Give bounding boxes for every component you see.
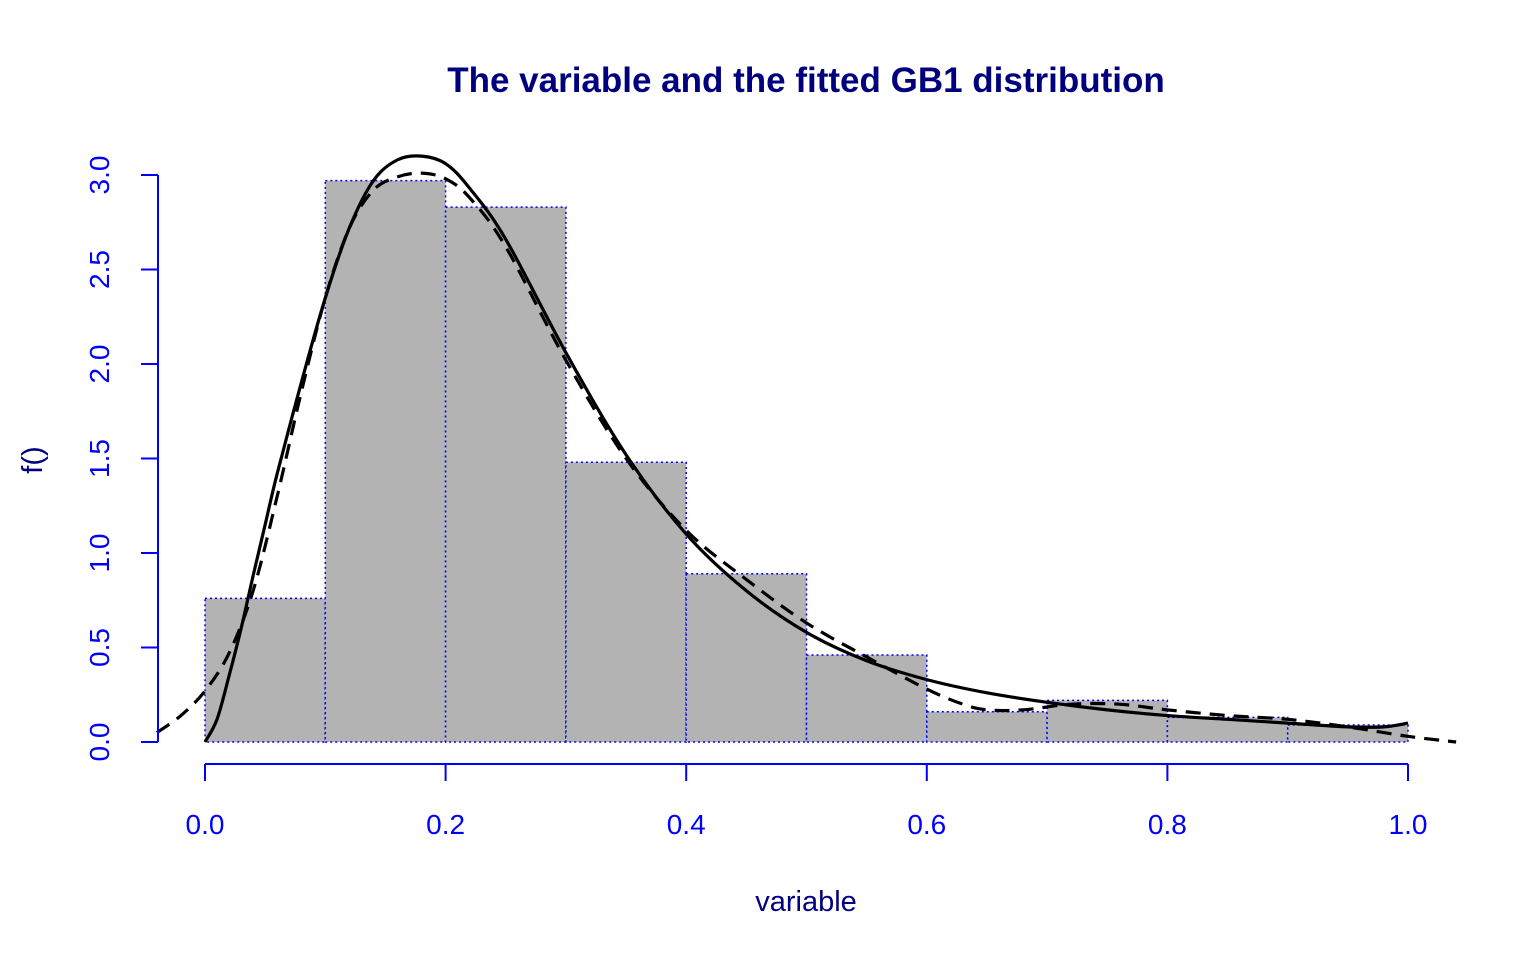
x-tick-label: 0.0 xyxy=(186,809,225,840)
y-tick-label: 3.0 xyxy=(84,156,115,195)
y-tick-label: 0.5 xyxy=(84,628,115,667)
y-tick-label: 1.0 xyxy=(84,534,115,573)
histogram-bar-1 xyxy=(324,179,447,743)
histogram-bars xyxy=(204,179,1409,743)
y-axis: 0.0 0.5 1.0 1.5 2.0 2.5 3.0 xyxy=(84,156,159,762)
histogram-bar-6 xyxy=(926,711,1048,743)
y-tick-label: 1.5 xyxy=(84,439,115,478)
x-axis: 0.0 0.2 0.4 0.6 0.8 1.0 xyxy=(186,763,1428,840)
histogram-bar-0 xyxy=(204,597,327,743)
y-axis-title: f() xyxy=(17,446,49,473)
y-tick-label: 0.0 xyxy=(84,723,115,762)
solid-density-curve xyxy=(203,154,1409,743)
histogram-bar-5 xyxy=(805,654,928,743)
x-tick-label: 0.6 xyxy=(907,809,946,840)
x-axis-title: variable xyxy=(755,886,857,918)
chart-title: The variable and the fitted GB1 distribu… xyxy=(447,61,1165,100)
fitted-curves xyxy=(155,154,1457,744)
x-tick-label: 0.4 xyxy=(667,809,706,840)
histogram-bar-2 xyxy=(444,206,567,743)
x-tick-label: 0.8 xyxy=(1148,809,1187,840)
histogram-bar-3 xyxy=(565,461,687,743)
histogram-bar-4 xyxy=(685,573,808,743)
x-tick-label: 1.0 xyxy=(1389,809,1428,840)
x-tick-label: 0.2 xyxy=(426,809,465,840)
histogram-bar-9 xyxy=(1286,724,1409,743)
y-tick-label: 2.5 xyxy=(84,250,115,289)
dashed-density-curve xyxy=(155,171,1457,744)
y-tick-label: 2.0 xyxy=(84,345,115,384)
